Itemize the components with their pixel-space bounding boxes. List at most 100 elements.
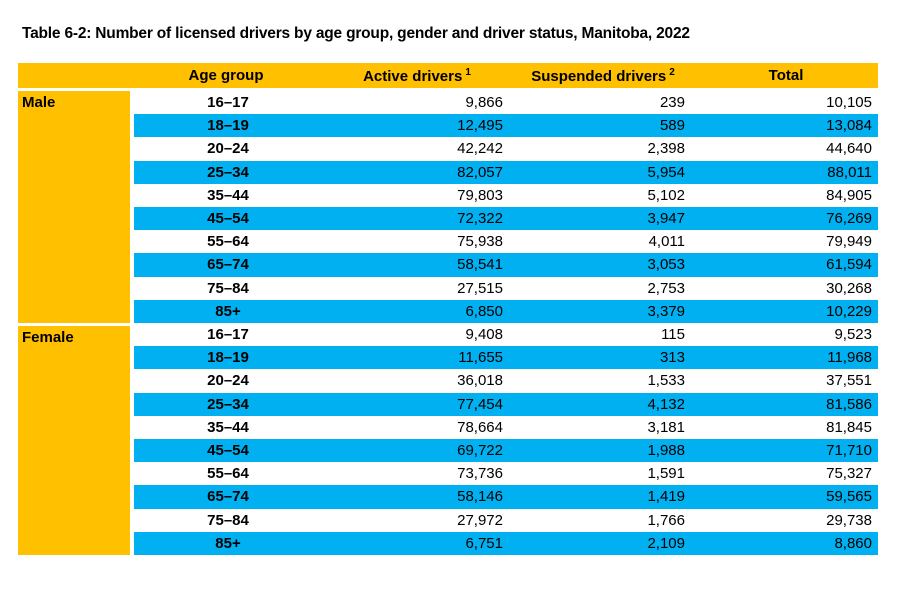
suspended-drivers-cell: 1,591: [512, 462, 694, 486]
table-row: 20–24 42,242 2,398 44,640: [18, 137, 878, 161]
drivers-table: Age group Active drivers 1 Suspended driv…: [18, 63, 878, 556]
table-row: 25–34 77,454 4,132 81,586: [18, 392, 878, 416]
active-drivers-cell: 77,454: [322, 392, 512, 416]
table-header: Age group Active drivers 1 Suspended driv…: [18, 63, 878, 91]
header-row: Age group Active drivers 1 Suspended driv…: [18, 63, 878, 91]
suspended-drivers-cell: 3,947: [512, 207, 694, 231]
suspended-drivers-cell: 5,954: [512, 160, 694, 184]
table-row: 85+ 6,850 3,379 10,229: [18, 299, 878, 324]
active-drivers-cell: 82,057: [322, 160, 512, 184]
age-group-cell: 35–44: [130, 415, 322, 440]
table-row: 20–24 36,018 1,533 37,551: [18, 369, 878, 393]
age-group-cell: 16–17: [130, 323, 322, 347]
table-row: 75–84 27,515 2,753 30,268: [18, 276, 878, 300]
column-header-label: Age group: [188, 67, 264, 84]
suspended-drivers-cell: 3,181: [512, 415, 694, 440]
total-cell: 75,327: [694, 462, 878, 486]
table-row: 18–19 11,655 313 11,968: [18, 346, 878, 370]
active-drivers-cell: 11,655: [322, 346, 512, 370]
total-cell: 29,738: [694, 508, 878, 532]
suspended-drivers-cell: 239: [512, 91, 694, 115]
active-drivers-cell: 58,541: [322, 253, 512, 277]
total-cell: 84,905: [694, 183, 878, 208]
suspended-drivers-cell: 2,753: [512, 276, 694, 300]
column-header-total: Total: [694, 63, 878, 91]
active-drivers-cell: 12,495: [322, 114, 512, 138]
age-group-cell: 25–34: [130, 160, 322, 184]
total-cell: 44,640: [694, 137, 878, 161]
total-cell: 79,949: [694, 230, 878, 254]
age-group-cell: 20–24: [130, 369, 322, 393]
suspended-drivers-cell: 313: [512, 346, 694, 370]
age-group-cell: 65–74: [130, 253, 322, 277]
active-drivers-cell: 9,866: [322, 91, 512, 115]
table-row: 55–64 73,736 1,591 75,327: [18, 462, 878, 486]
age-group-cell: 55–64: [130, 462, 322, 486]
age-group-cell: 25–34: [130, 392, 322, 416]
age-group-cell: 45–54: [130, 439, 322, 463]
total-cell: 8,860: [694, 531, 878, 556]
table-row: 55–64 75,938 4,011 79,949: [18, 230, 878, 254]
suspended-drivers-cell: 1,988: [512, 439, 694, 463]
table-row: 25–34 82,057 5,954 88,011: [18, 160, 878, 184]
total-cell: 81,586: [694, 392, 878, 416]
age-group-cell: 16–17: [130, 91, 322, 115]
male-section: Male 16–17 9,866 239 10,105 18–19 12,495 589 13,…: [18, 91, 878, 324]
age-group-cell: 75–84: [130, 276, 322, 300]
active-drivers-cell: 75,938: [322, 230, 512, 254]
active-drivers-cell: 79,803: [322, 183, 512, 208]
active-drivers-cell: 36,018: [322, 369, 512, 393]
age-group-cell: 85+: [130, 299, 322, 324]
active-drivers-cell: 73,736: [322, 462, 512, 486]
suspended-drivers-cell: 3,053: [512, 253, 694, 277]
footnote-marker-2: 2: [669, 66, 675, 78]
table-row: 18–19 12,495 589 13,084: [18, 114, 878, 138]
female-section: Female 16–17 9,408 115 9,523 18–19 11,655 313 11…: [18, 323, 878, 556]
total-cell: 30,268: [694, 276, 878, 300]
total-cell: 10,229: [694, 299, 878, 324]
suspended-drivers-cell: 2,398: [512, 137, 694, 161]
active-drivers-cell: 69,722: [322, 439, 512, 463]
active-drivers-cell: 42,242: [322, 137, 512, 161]
table-row: 35–44 79,803 5,102 84,905: [18, 183, 878, 208]
table-row: 65–74 58,541 3,053 61,594: [18, 253, 878, 277]
total-cell: 81,845: [694, 415, 878, 440]
gender-label-female: Female: [18, 323, 130, 556]
column-header-active-drivers: Active drivers 1: [322, 63, 512, 91]
active-drivers-cell: 9,408: [322, 323, 512, 347]
age-group-cell: 65–74: [130, 485, 322, 509]
column-header-label: Total: [768, 67, 804, 84]
active-drivers-cell: 27,972: [322, 508, 512, 532]
gender-header-cell: [18, 63, 130, 91]
total-cell: 10,105: [694, 91, 878, 115]
suspended-drivers-cell: 5,102: [512, 183, 694, 208]
table-row: 35–44 78,664 3,181 81,845: [18, 415, 878, 440]
age-group-cell: 18–19: [130, 346, 322, 370]
age-group-cell: 45–54: [130, 207, 322, 231]
total-cell: 9,523: [694, 323, 878, 347]
age-group-cell: 20–24: [130, 137, 322, 161]
age-group-cell: 75–84: [130, 508, 322, 532]
active-drivers-cell: 6,850: [322, 299, 512, 324]
table-row: 45–54 72,322 3,947 76,269: [18, 207, 878, 231]
active-drivers-cell: 6,751: [322, 531, 512, 556]
active-drivers-cell: 72,322: [322, 207, 512, 231]
active-drivers-cell: 78,664: [322, 415, 512, 440]
age-group-cell: 18–19: [130, 114, 322, 138]
suspended-drivers-cell: 589: [512, 114, 694, 138]
table-row: 75–84 27,972 1,766 29,738: [18, 508, 878, 532]
total-cell: 71,710: [694, 439, 878, 463]
table-row: 85+ 6,751 2,109 8,860: [18, 531, 878, 556]
age-group-cell: 35–44: [130, 183, 322, 208]
footnote-marker-1: 1: [465, 66, 471, 78]
active-drivers-cell: 58,146: [322, 485, 512, 509]
gender-label-male: Male: [18, 91, 130, 324]
active-drivers-cell: 27,515: [322, 276, 512, 300]
column-header-label: Suspended drivers: [531, 67, 667, 85]
suspended-drivers-cell: 1,419: [512, 485, 694, 509]
age-group-cell: 85+: [130, 531, 322, 556]
suspended-drivers-cell: 4,011: [512, 230, 694, 254]
suspended-drivers-cell: 3,379: [512, 299, 694, 324]
total-cell: 76,269: [694, 207, 878, 231]
suspended-drivers-cell: 4,132: [512, 392, 694, 416]
